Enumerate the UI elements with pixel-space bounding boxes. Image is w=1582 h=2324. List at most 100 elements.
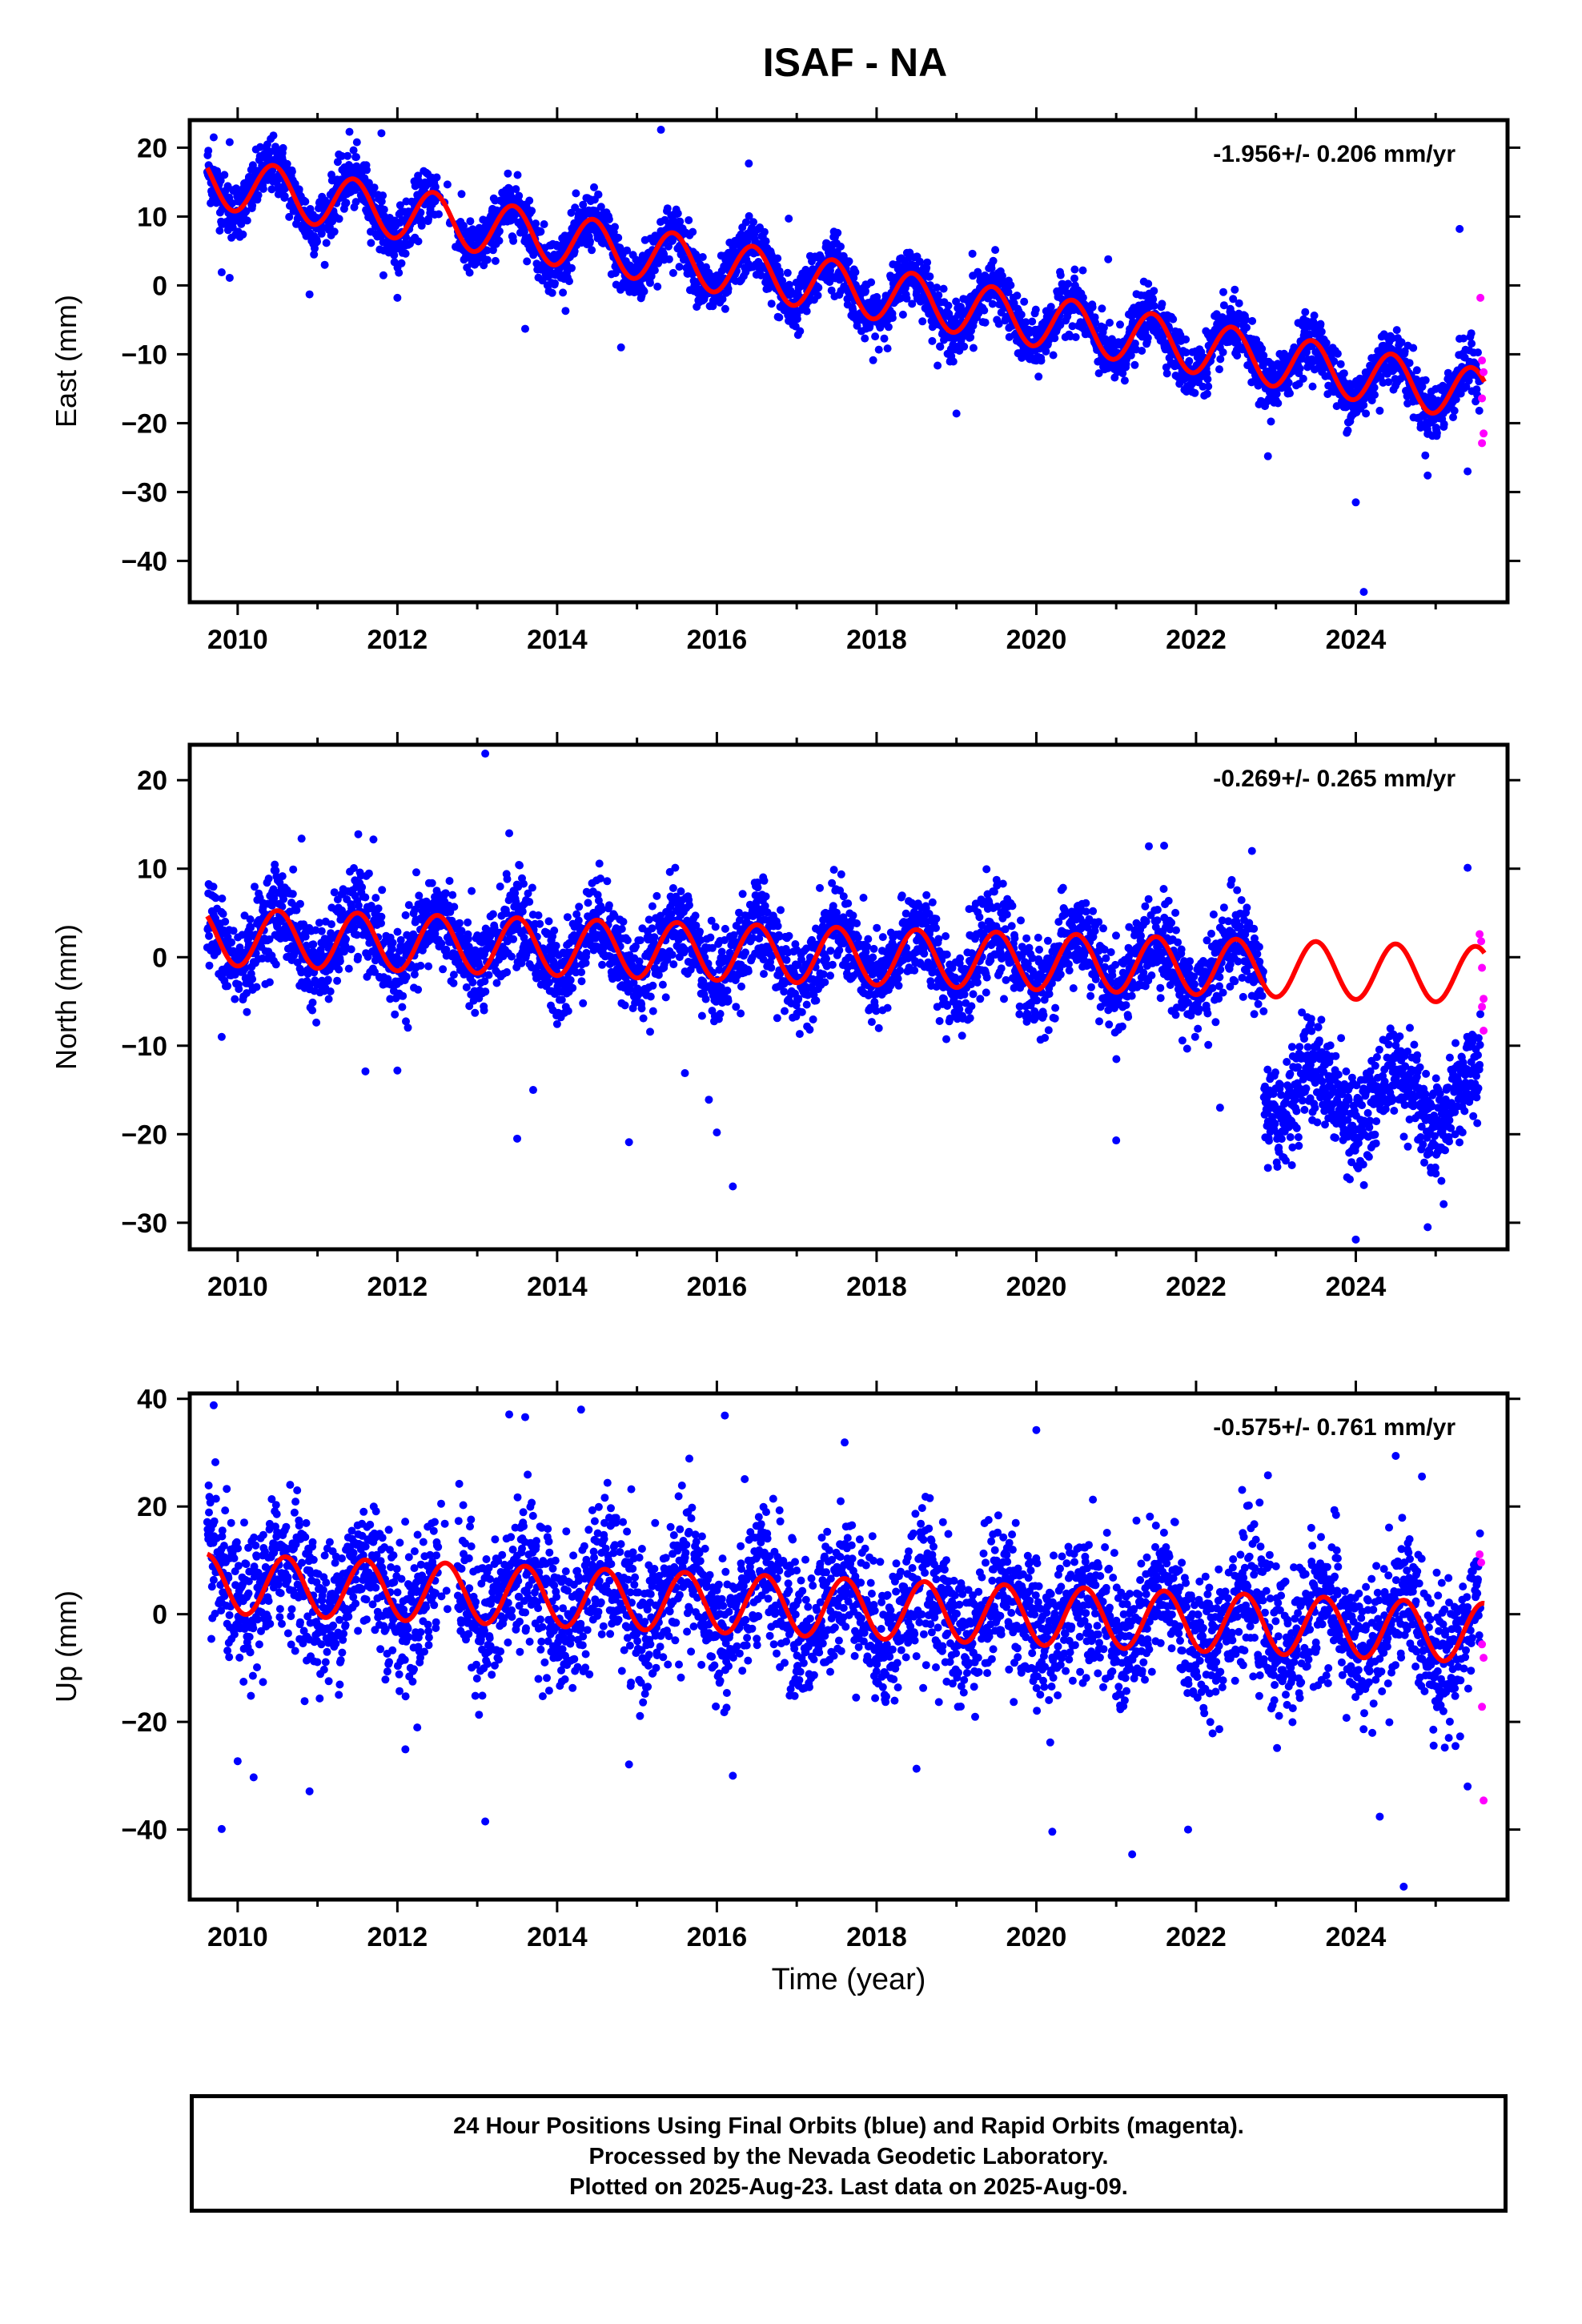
east-point	[310, 250, 319, 259]
east-point	[1216, 355, 1225, 364]
east-outlier-point	[345, 127, 354, 136]
east-point	[1409, 344, 1418, 352]
east-rapid-point	[1478, 439, 1487, 448]
east-point	[239, 230, 247, 239]
north-point	[471, 1008, 480, 1017]
east-outlier-point	[1456, 224, 1464, 233]
east-point	[698, 253, 707, 261]
north-point	[218, 895, 227, 903]
east-point	[256, 143, 265, 151]
east-point	[1143, 333, 1152, 342]
east-point	[349, 146, 358, 155]
east-outlier-point	[1263, 452, 1272, 460]
north-point	[428, 879, 436, 887]
north-point	[252, 983, 261, 991]
east-point	[1028, 317, 1037, 326]
east-point	[390, 251, 399, 259]
east-point	[1182, 335, 1191, 344]
east-point	[1158, 300, 1166, 308]
north-point	[550, 927, 559, 935]
east-point	[367, 239, 375, 247]
east-point	[588, 246, 596, 255]
east-point	[673, 209, 682, 218]
north-point	[520, 879, 528, 888]
east-final-orbit-points	[203, 126, 1484, 597]
east-point	[466, 217, 475, 226]
north-point	[278, 872, 287, 881]
north-point	[441, 889, 450, 898]
north-point	[552, 942, 560, 950]
east-point	[1439, 420, 1448, 428]
x-tick-label: 2016	[687, 625, 748, 655]
east-point	[1219, 348, 1227, 356]
east-point	[319, 223, 327, 232]
east-point	[1078, 266, 1087, 275]
east-point	[1046, 303, 1055, 312]
east-point	[1468, 340, 1476, 348]
north-point	[223, 982, 232, 991]
east-point	[1150, 287, 1158, 296]
east-point	[793, 315, 801, 324]
east-point	[1215, 365, 1223, 374]
east-point	[1017, 310, 1026, 319]
north-point	[364, 869, 373, 878]
north-point	[577, 977, 586, 986]
north-point	[333, 976, 342, 985]
east-point	[796, 327, 805, 336]
east-point	[1138, 347, 1146, 355]
east-point	[1162, 369, 1171, 378]
east-point	[1371, 391, 1379, 399]
east-point	[1098, 304, 1106, 313]
east-point	[1301, 308, 1310, 316]
east-point	[483, 255, 492, 264]
east-point	[640, 287, 648, 296]
north-point	[243, 1007, 251, 1016]
east-point	[1308, 382, 1317, 391]
east-point	[395, 268, 404, 277]
east-point	[504, 169, 512, 178]
east-point	[1392, 326, 1401, 335]
east-point	[1460, 334, 1468, 343]
panel-east: 2010 2012 2014 2016 2018 2020 2022 2024−40−30−2…	[50, 107, 1520, 655]
east-point	[1204, 382, 1213, 391]
panel-north: 2010 2012 2014 2016 2018 2020 2022 2024−30−20−1…	[50, 732, 1520, 1302]
east-point	[1064, 279, 1073, 288]
north-point	[289, 865, 298, 874]
east-point	[443, 180, 452, 189]
east-point	[721, 304, 729, 313]
east-point	[939, 284, 948, 293]
y-tick-label: 10	[137, 202, 167, 232]
north-point	[468, 978, 477, 987]
east-point	[1020, 297, 1029, 306]
east-point	[669, 268, 677, 277]
east-point	[773, 254, 782, 263]
east-point	[813, 291, 822, 300]
east-point	[1274, 399, 1283, 408]
east-point	[1049, 351, 1058, 360]
north-point	[416, 961, 425, 970]
north-point	[480, 1006, 488, 1015]
north-point	[388, 939, 397, 947]
east-point	[1267, 417, 1275, 426]
north-point	[398, 1003, 407, 1011]
east-point	[313, 237, 321, 246]
north-point	[231, 995, 239, 1003]
east-point	[1343, 426, 1352, 435]
north-point	[308, 1006, 317, 1015]
y-tick-label: 20	[137, 133, 167, 163]
east-point	[663, 204, 672, 213]
east-point	[1106, 319, 1114, 327]
east-point	[370, 183, 379, 192]
east-point	[322, 239, 331, 247]
north-point	[335, 965, 343, 974]
north-point	[301, 932, 310, 941]
east-point	[495, 227, 504, 235]
east-point	[646, 279, 654, 287]
east-point	[1120, 376, 1129, 385]
east-point	[989, 256, 998, 265]
east-point	[960, 342, 969, 351]
north-point	[221, 917, 230, 926]
east-point	[1421, 376, 1430, 384]
north-point	[264, 875, 273, 883]
east-point	[883, 344, 892, 353]
